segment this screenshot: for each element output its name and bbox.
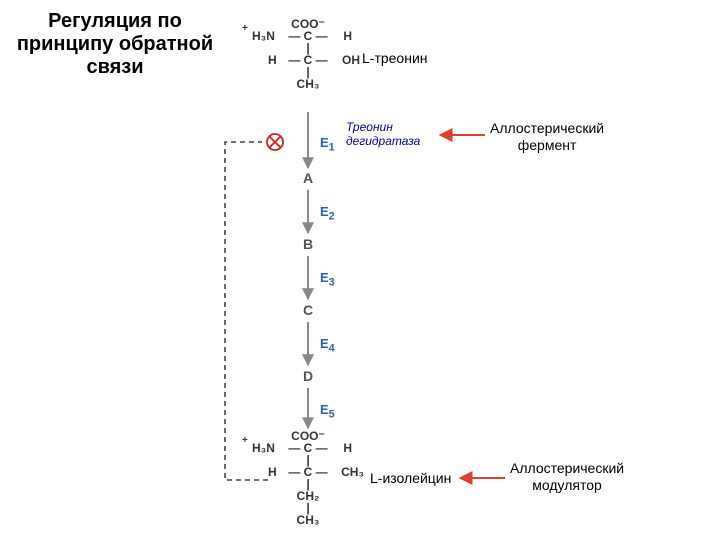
diagram-overlay <box>0 0 720 540</box>
enzyme-e2: E2 <box>320 204 335 223</box>
ile-ch3: CH₃ <box>258 514 358 526</box>
thr-h-right: H <box>343 30 352 42</box>
page-title: Регуляция по принципу обратной связи <box>10 10 220 79</box>
ile-h-left: H <box>268 466 277 478</box>
thr-oh: OH <box>342 54 360 66</box>
threonine-structure: COO⁻ H₃N + — C — H | H — C — OH | CH₃ <box>258 18 358 90</box>
thr-c1-dash2: — <box>316 29 328 43</box>
ile-h-right: H <box>343 442 352 454</box>
thr-ch3: CH₃ <box>258 78 358 90</box>
thr-c2-dash2: — <box>316 53 328 67</box>
enzyme-e3: E3 <box>320 270 335 289</box>
thr-c1: C <box>304 29 313 43</box>
ile-c1: C <box>304 441 313 455</box>
thr-h-left: H <box>268 54 277 66</box>
ile-ch3-right: CH₃ <box>341 466 364 478</box>
intermediate-b: B <box>303 236 313 252</box>
thr-c2-dash: — <box>288 53 300 67</box>
allosteric-enzyme-annotation: Аллостерический фермент <box>490 120 604 154</box>
product-label: L-изолейцин <box>370 470 451 486</box>
enzyme-e5: E5 <box>320 402 335 421</box>
intermediate-a: A <box>303 170 313 186</box>
enzyme-name-label: Треонин дегидратаза <box>346 120 420 149</box>
isoleucine-structure: COO⁻ H₃N + — C — H | H — C — CH₃ | CH₂ |… <box>258 430 358 526</box>
ile-h3n: H₃N <box>252 442 275 454</box>
substrate-label: L-треонин <box>362 50 428 66</box>
allosteric-modulator-annotation: Аллостерический модулятор <box>510 460 624 494</box>
thr-c2: C <box>304 53 313 67</box>
ile-plus: + <box>242 436 248 446</box>
thr-c1-dash: — <box>288 29 300 43</box>
thr-plus: + <box>242 24 248 34</box>
enzyme-e4: E4 <box>320 336 335 355</box>
inhibitor-symbol <box>267 134 283 150</box>
thr-h3n: H₃N <box>252 30 275 42</box>
enzyme-e1: E1 <box>320 135 335 154</box>
ile-c2: C <box>304 465 313 479</box>
intermediate-d: D <box>303 368 313 384</box>
intermediate-c: C <box>303 302 313 318</box>
title-text: Регуляция по принципу обратной связи <box>17 10 213 78</box>
